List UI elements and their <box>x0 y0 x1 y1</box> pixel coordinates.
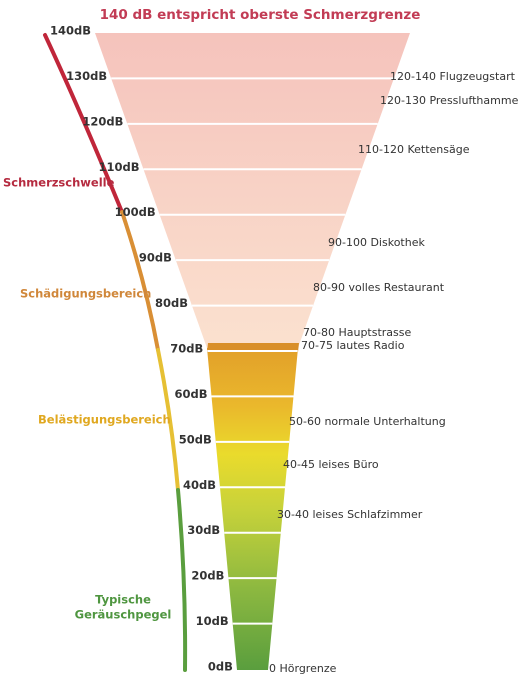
source-label: 40-45 leises Büro <box>283 458 379 471</box>
zone-curve-damage <box>120 210 160 352</box>
zone-curve-nuisance <box>156 348 180 492</box>
source-label: 120-140 Flugzeugstart <box>390 70 516 83</box>
level-label: 20dB <box>191 569 224 583</box>
level-label: 100dB <box>115 205 156 219</box>
source-label: 120-130 Presslufthammer <box>380 94 518 107</box>
source-label: 110-120 Kettensäge <box>358 143 470 156</box>
title: 140 dB entspricht oberste Schmerzgrenze <box>100 7 421 23</box>
level-label: 10dB <box>196 614 229 628</box>
level-label: 90dB <box>139 251 172 265</box>
funnel-band <box>207 343 299 352</box>
zone-curve-typical <box>176 488 188 672</box>
level-label: 80dB <box>155 296 188 310</box>
funnel-upper <box>95 33 410 348</box>
zone-label: Belästigungsbereich <box>38 413 171 427</box>
level-label: 110dB <box>99 160 140 174</box>
source-label: 70-75 lautes Radio <box>301 339 405 352</box>
level-label: 40dB <box>183 478 216 492</box>
source-label: 0 Hörgrenze <box>269 662 337 675</box>
zone-label: Schmerzschwelle <box>3 176 115 190</box>
source-label: 50-60 normale Unterhaltung <box>289 415 446 428</box>
source-label: 70-80 Hauptstrasse <box>303 326 412 339</box>
level-label: 120dB <box>82 114 123 128</box>
level-label: 50dB <box>179 432 212 446</box>
zone-curve-pain <box>43 33 124 214</box>
source-label: 30-40 leises Schlafzimmer <box>277 508 423 521</box>
source-label: 90-100 Diskothek <box>328 236 425 249</box>
source-label: 80-90 volles Restaurant <box>313 281 445 294</box>
level-label: 130dB <box>66 69 107 83</box>
level-label: 60dB <box>174 387 207 401</box>
zone-label: Geräuschpegel <box>75 608 172 622</box>
zone-label: Schädigungsbereich <box>20 287 151 301</box>
level-label: 30dB <box>187 523 220 537</box>
funnel-lower <box>207 348 298 670</box>
level-label: 0dB <box>208 660 233 674</box>
zone-label: Typische <box>95 593 151 607</box>
level-label: 140dB <box>50 24 91 38</box>
level-label: 70dB <box>170 342 203 356</box>
